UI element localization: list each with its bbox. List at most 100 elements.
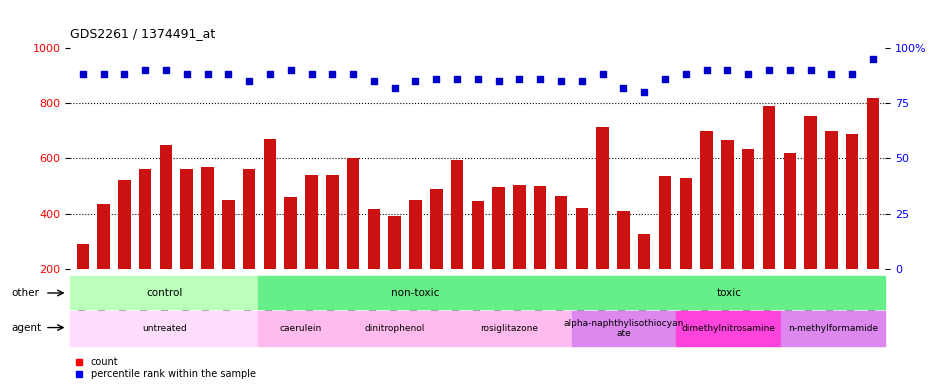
Text: rosiglitazone: rosiglitazone — [480, 324, 537, 333]
Bar — [450, 160, 462, 324]
Point — [449, 76, 464, 82]
Point — [782, 67, 797, 73]
Bar — [492, 187, 505, 324]
Point — [138, 67, 153, 73]
Bar — [201, 167, 213, 324]
Bar — [780, 311, 885, 346]
Point — [387, 85, 402, 91]
Point — [636, 89, 651, 95]
Point — [823, 71, 838, 78]
Bar — [741, 149, 753, 324]
Point — [740, 71, 755, 78]
Point — [533, 76, 548, 82]
Point — [594, 71, 609, 78]
Bar — [845, 134, 857, 324]
Bar — [258, 311, 342, 346]
Legend: count, percentile rank within the sample: count, percentile rank within the sample — [75, 357, 256, 379]
Bar — [342, 311, 446, 346]
Bar — [430, 189, 442, 324]
Bar — [409, 200, 421, 324]
Point — [75, 71, 90, 78]
Bar — [388, 216, 401, 324]
Text: caerulein: caerulein — [279, 324, 321, 333]
Point — [698, 67, 713, 73]
Bar — [70, 276, 258, 309]
Text: control: control — [146, 288, 183, 298]
Bar — [571, 276, 885, 309]
Bar — [762, 106, 774, 324]
Point — [366, 78, 381, 84]
Point — [199, 71, 214, 78]
Point — [262, 71, 277, 78]
Text: GDS2261 / 1374491_at: GDS2261 / 1374491_at — [70, 27, 215, 40]
Bar — [326, 175, 338, 324]
Point — [843, 71, 858, 78]
Text: untreated: untreated — [142, 324, 186, 333]
Text: dimethylnitrosamine: dimethylnitrosamine — [681, 324, 775, 333]
Text: dinitrophenol: dinitrophenol — [364, 324, 424, 333]
Bar — [263, 139, 276, 324]
Bar — [534, 186, 546, 324]
Point — [117, 71, 132, 78]
Point — [241, 78, 256, 84]
Point — [179, 71, 194, 78]
Bar — [575, 208, 588, 324]
Point — [303, 71, 318, 78]
Bar — [699, 131, 712, 324]
Bar — [571, 311, 676, 346]
Bar — [596, 127, 608, 324]
Point — [221, 71, 236, 78]
Bar — [97, 204, 110, 324]
Bar — [258, 276, 571, 309]
Point — [761, 67, 776, 73]
Point — [615, 85, 630, 91]
Bar — [242, 169, 256, 324]
Bar — [118, 180, 130, 324]
Bar — [77, 244, 89, 324]
Point — [657, 76, 672, 82]
Bar — [513, 185, 525, 324]
Bar — [676, 311, 780, 346]
Point — [429, 76, 444, 82]
Point — [158, 67, 173, 73]
Bar — [782, 153, 796, 324]
Point — [719, 67, 734, 73]
Point — [283, 67, 298, 73]
Bar — [346, 159, 358, 324]
Point — [407, 78, 422, 84]
Bar — [367, 209, 380, 324]
Bar — [679, 178, 692, 324]
Text: toxic: toxic — [715, 288, 740, 298]
Bar — [471, 201, 484, 324]
Bar — [721, 141, 733, 324]
Point — [678, 71, 693, 78]
Point — [96, 71, 111, 78]
Text: alpha-naphthylisothiocyan
ate: alpha-naphthylisothiocyan ate — [563, 319, 683, 338]
Point — [865, 56, 880, 62]
Text: non-toxic: non-toxic — [390, 288, 439, 298]
Point — [325, 71, 340, 78]
Bar — [139, 169, 152, 324]
Bar — [803, 116, 816, 324]
Bar — [554, 196, 566, 324]
Bar — [617, 211, 629, 324]
Point — [802, 67, 817, 73]
Point — [511, 76, 526, 82]
Bar — [159, 145, 172, 324]
Point — [574, 78, 589, 84]
Bar — [285, 197, 297, 324]
Bar — [825, 131, 837, 324]
Point — [490, 78, 505, 84]
Bar — [446, 311, 571, 346]
Bar — [181, 169, 193, 324]
Point — [345, 71, 360, 78]
Text: agent: agent — [11, 323, 41, 333]
Text: n-methylformamide: n-methylformamide — [787, 324, 877, 333]
Bar — [637, 234, 650, 324]
Point — [553, 78, 568, 84]
Bar — [70, 311, 258, 346]
Bar — [658, 176, 670, 324]
Point — [470, 76, 485, 82]
Bar — [866, 98, 878, 324]
Text: other: other — [11, 288, 39, 298]
